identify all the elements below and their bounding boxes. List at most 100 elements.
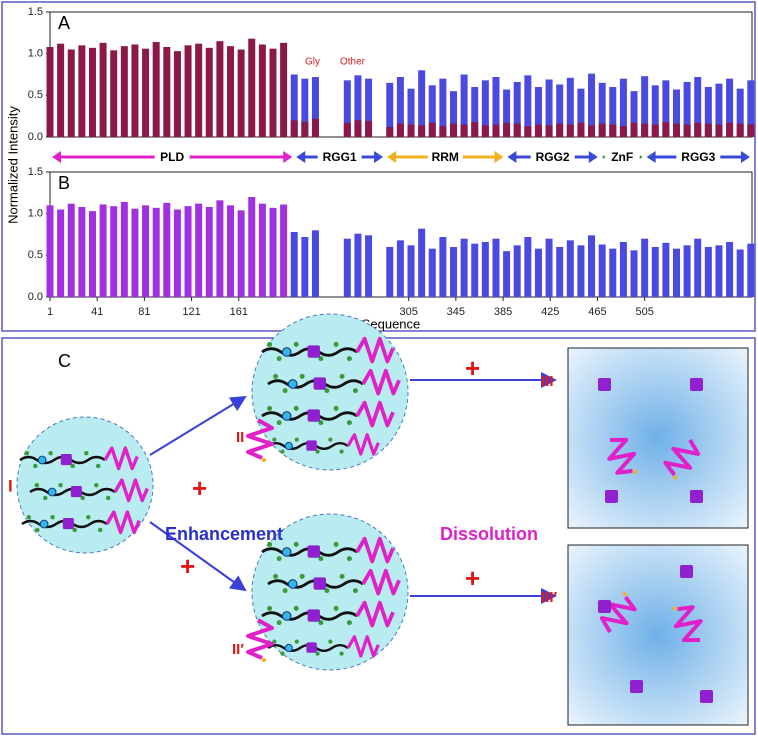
bar (492, 124, 500, 137)
plus-sign: + (180, 551, 195, 581)
y-tick-label: 1.0 (28, 48, 43, 60)
bar (588, 73, 596, 137)
bar (704, 87, 712, 137)
droplet (16, 416, 154, 554)
domain-label: RGG3 (681, 150, 715, 164)
bar (460, 124, 468, 137)
bar (513, 245, 521, 297)
bar (301, 78, 309, 137)
dissolution-label: Dissolution (440, 524, 538, 544)
bar (715, 245, 723, 297)
panel-label: C (58, 351, 71, 371)
x-tick-label: 161 (230, 306, 248, 318)
bar (258, 203, 266, 297)
bar (630, 250, 638, 297)
bar (301, 122, 309, 137)
domain-label: ZnF (611, 150, 633, 164)
bar (556, 123, 564, 137)
bar (354, 233, 362, 297)
dissolved-box (567, 544, 749, 726)
bar (248, 38, 256, 137)
bar (524, 75, 532, 137)
bar (110, 50, 118, 138)
bar (556, 84, 564, 137)
x-tick-label: 385 (494, 306, 512, 318)
bar (450, 247, 458, 297)
bar (428, 248, 436, 297)
bar (237, 210, 245, 297)
bar (651, 124, 659, 137)
bar (57, 43, 65, 137)
bar (736, 249, 744, 297)
bar (354, 120, 362, 137)
bar (694, 238, 702, 297)
bar (683, 82, 691, 137)
bar (386, 82, 394, 137)
bar (726, 242, 734, 297)
bar (343, 80, 351, 137)
bar (747, 80, 755, 137)
bar (67, 49, 75, 137)
bar (99, 204, 107, 297)
arrow (149, 521, 247, 592)
x-tick-label: 41 (91, 306, 103, 318)
domain-arrowhead (296, 151, 384, 163)
bar (577, 122, 585, 137)
bar (513, 82, 521, 137)
bar (248, 197, 256, 297)
bar (641, 123, 649, 137)
bar (163, 202, 171, 297)
bar (524, 126, 532, 137)
bar (598, 82, 606, 137)
bar (588, 125, 596, 137)
domain-label-bg (530, 149, 575, 165)
bar (131, 44, 139, 137)
bar (460, 238, 468, 297)
x-tick-label: 425 (541, 306, 559, 318)
bar (662, 122, 670, 137)
panel-label: B (58, 173, 70, 193)
domain-label: RGG1 (323, 150, 357, 164)
x-tick-label: 345 (447, 306, 465, 318)
bar (715, 83, 723, 137)
bar (173, 51, 181, 137)
domain-label-bg (676, 149, 721, 165)
bar (386, 127, 394, 137)
y-tick-label: 0.0 (28, 291, 43, 303)
y-axis-label: Normalized Intensity (5, 106, 20, 224)
bar (683, 124, 691, 137)
bar (237, 49, 245, 137)
bar (672, 248, 680, 297)
x-tick-label: 81 (138, 306, 150, 318)
domain-label-bg (317, 149, 362, 165)
bar (386, 247, 394, 297)
bar (280, 42, 288, 138)
bar (365, 121, 373, 137)
bar (577, 245, 585, 297)
domain-label-bg (154, 149, 190, 165)
bar (609, 248, 617, 297)
bar (450, 123, 458, 137)
bar (726, 78, 734, 137)
bar (57, 209, 65, 297)
bar (365, 235, 373, 297)
bar (503, 122, 511, 137)
bar (630, 91, 638, 137)
stage-label: III′ (541, 589, 558, 606)
domain-label-bg (604, 149, 640, 165)
bar (173, 209, 181, 297)
bar (396, 77, 404, 137)
bar (715, 124, 723, 137)
bar (481, 125, 489, 137)
bar (365, 78, 373, 137)
charts: 0.0 0.5 1.0 1.5 Gly Other A Normalized Intensit… (5, 6, 755, 331)
bar (184, 45, 192, 138)
bar (736, 123, 744, 137)
bar (672, 123, 680, 137)
x-tick-label: 505 (635, 306, 653, 318)
bar (46, 205, 54, 297)
domain-label-bg (427, 149, 463, 165)
bar (152, 42, 160, 137)
bar (290, 120, 298, 137)
bar (195, 203, 203, 297)
